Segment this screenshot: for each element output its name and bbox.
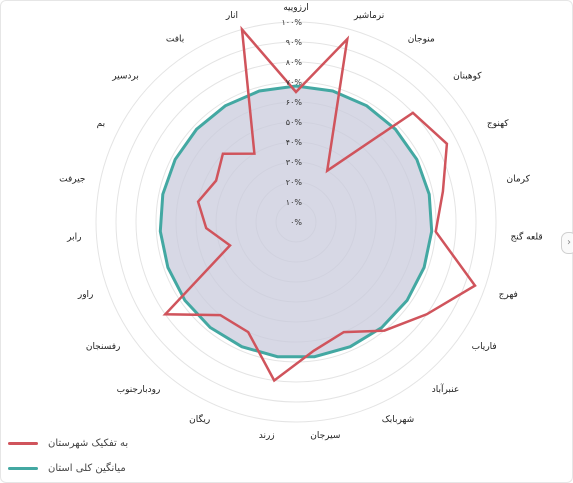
category-label: شهربابک	[382, 415, 414, 425]
category-label: عنبرآباد	[432, 383, 460, 395]
category-label: نرماشیر	[353, 11, 384, 21]
category-label: قلعه گنج	[511, 231, 543, 243]
category-label: کرمان	[507, 174, 531, 184]
legend-item-province-average: میانگین کلی استان	[8, 459, 208, 477]
legend-swatch-county	[8, 441, 38, 445]
radial-tick-label: ۷۰%	[286, 78, 303, 87]
radial-tick-label: ۱۰%	[286, 198, 303, 207]
legend-label-county: به تفکیک شهرستان	[48, 437, 129, 449]
grid-ring	[95, 21, 497, 423]
radial-tick-label: ۸۰%	[286, 58, 303, 67]
category-label: کهنوج	[487, 119, 509, 129]
legend-label-province-average: میانگین کلی استان	[48, 462, 126, 474]
radial-tick-label: ۰%	[290, 218, 302, 227]
radar-series	[158, 25, 477, 383]
category-label: ریگان	[189, 413, 210, 425]
category-label: بردسیر	[111, 71, 139, 81]
category-label: منوجان	[408, 34, 435, 44]
series-county	[162, 25, 477, 383]
legend-item-county: به تفکیک شهرستان	[8, 434, 208, 452]
next-arrow-icon[interactable]: ›	[561, 232, 573, 254]
radial-tick-label: ۹۰%	[286, 38, 303, 47]
radial-tick-label: ۶۰%	[286, 98, 303, 107]
radial-tick-label: ۲۰%	[286, 178, 303, 187]
grid-ring	[135, 61, 457, 383]
category-label: رودبارجنوب	[117, 385, 161, 395]
radial-tick-label: ۵۰%	[286, 118, 303, 127]
radial-tick-label: ۴۰%	[286, 138, 303, 147]
category-label: زرند	[259, 431, 275, 441]
category-label: فاریاب	[472, 342, 497, 352]
grid-ring	[115, 41, 477, 403]
radial-tick-label: ۱۰۰%	[282, 18, 303, 27]
category-label: بافت	[166, 34, 184, 44]
legend-swatch-province-average	[8, 466, 38, 470]
category-label: رفسنجان	[86, 342, 121, 352]
radial-tick-label: ۳۰%	[286, 158, 303, 167]
category-label: کوهبنان	[453, 71, 482, 81]
grid-ring	[155, 81, 437, 363]
category-label: راور	[77, 290, 94, 300]
category-label: فهرج	[499, 290, 518, 300]
category-label: جیرفت	[59, 174, 85, 184]
category-label: انار	[225, 11, 238, 21]
category-label: بم	[97, 119, 106, 129]
category-label: رابر	[66, 233, 81, 243]
radial-tick-labels: ۰% ۱۰% ۲۰% ۳۰% ۴۰% ۵۰% ۶۰% ۷۰% ۸۰% ۹۰% ۱۰۰%	[282, 18, 303, 227]
category-labels: ارزوییه نرماشیر منوجان کوهبنان کهنوج کرمان قلع…	[59, 3, 543, 441]
category-label: سیرجان	[310, 431, 340, 441]
category-label: ارزوییه	[283, 3, 309, 13]
